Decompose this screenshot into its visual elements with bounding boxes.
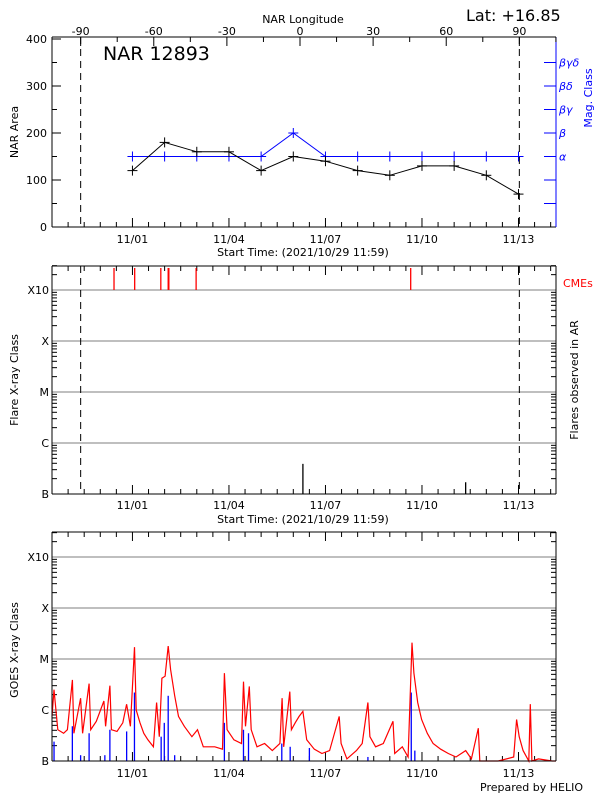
- x-tick-label: 11/01: [117, 767, 149, 780]
- y-tick-label: X: [41, 602, 49, 615]
- top-x-tick-label: -30: [218, 25, 236, 38]
- y-axis-title-flare-class: Flare X-ray Class: [8, 334, 21, 426]
- y-tick-label: 200: [26, 127, 47, 140]
- top-x-tick-label: -60: [145, 25, 163, 38]
- y-tick-label: 0: [40, 221, 47, 234]
- cme-legend-label: CMEs: [563, 277, 593, 290]
- top-x-tick-label: -90: [72, 25, 90, 38]
- latitude-label: Lat: +16.85: [466, 6, 561, 25]
- y-tick-label: X: [41, 335, 49, 348]
- x-tick-label: 11/13: [503, 233, 535, 246]
- right-axis-title-flares: Flares observed in AR: [568, 320, 581, 440]
- x-tick-label: 11/07: [310, 233, 342, 246]
- x-tick-label: 11/01: [117, 233, 149, 246]
- x-tick-label: 11/10: [406, 499, 438, 512]
- top-x-tick-label: 60: [439, 25, 453, 38]
- right-axis-title-mag-class: Mag. Class: [582, 68, 595, 127]
- top-x-tick-label: 90: [512, 25, 526, 38]
- x-tick-label: 11/10: [406, 767, 438, 780]
- x-tick-label: 11/01: [117, 499, 149, 512]
- mag-class-label: βγ: [558, 104, 573, 117]
- y-tick-label: X10: [27, 551, 49, 564]
- y-tick-label: M: [40, 386, 50, 399]
- y-axis-title-area: NAR Area: [8, 106, 21, 158]
- y-tick-label: C: [41, 704, 49, 717]
- mag-class-label: βδ: [558, 80, 573, 93]
- y-tick-label: 400: [26, 33, 47, 46]
- panel-nar-area: 11/01 11/04 11/07 11/10 11/130100200300400-9…: [26, 25, 580, 246]
- top-x-tick-label: 0: [297, 25, 304, 38]
- panel-goes: B C M X X10 11/01 11/04 11/07 11/10 11/13: [27, 531, 557, 780]
- y-tick-label: 100: [26, 174, 47, 187]
- y-tick-label: X10: [27, 284, 49, 297]
- y-axis-title-goes-class: GOES X-ray Class: [8, 602, 21, 698]
- x-tick-label: 11/07: [310, 767, 342, 780]
- x-tick-label: 11/13: [503, 499, 535, 512]
- mag-class-label: β: [558, 127, 566, 140]
- mag-class-label: βγδ: [558, 57, 580, 70]
- x-tick-label: 11/04: [213, 499, 245, 512]
- x-tick-label: 11/07: [310, 499, 342, 512]
- x-axis-title-panel1: Start Time: (2021/10/29 11:59): [217, 246, 389, 259]
- top-x-tick-label: 30: [366, 25, 380, 38]
- panel-flares: B C M X X10 11/01 11/04 11/07 11/10 11/13: [27, 265, 557, 512]
- x-tick-label: 11/04: [213, 767, 245, 780]
- y-tick-label: M: [40, 653, 50, 666]
- x-tick-label: 11/13: [503, 767, 535, 780]
- region-title: NAR 12893: [103, 43, 210, 65]
- y-tick-label: 300: [26, 80, 47, 93]
- y-tick-label: B: [41, 488, 49, 501]
- goes-long-curve: [51, 642, 556, 764]
- mag-class-label: α: [559, 151, 567, 164]
- x-tick-label: 11/10: [406, 233, 438, 246]
- y-tick-label: C: [41, 437, 49, 450]
- credit-label: Prepared by HELIO: [480, 781, 583, 794]
- y-tick-label: B: [41, 755, 49, 768]
- x-axis-title-panel2: Start Time: (2021/10/29 11:59): [217, 513, 389, 526]
- top-axis-title: NAR Longitude: [262, 13, 344, 26]
- x-tick-label: 11/04: [213, 233, 245, 246]
